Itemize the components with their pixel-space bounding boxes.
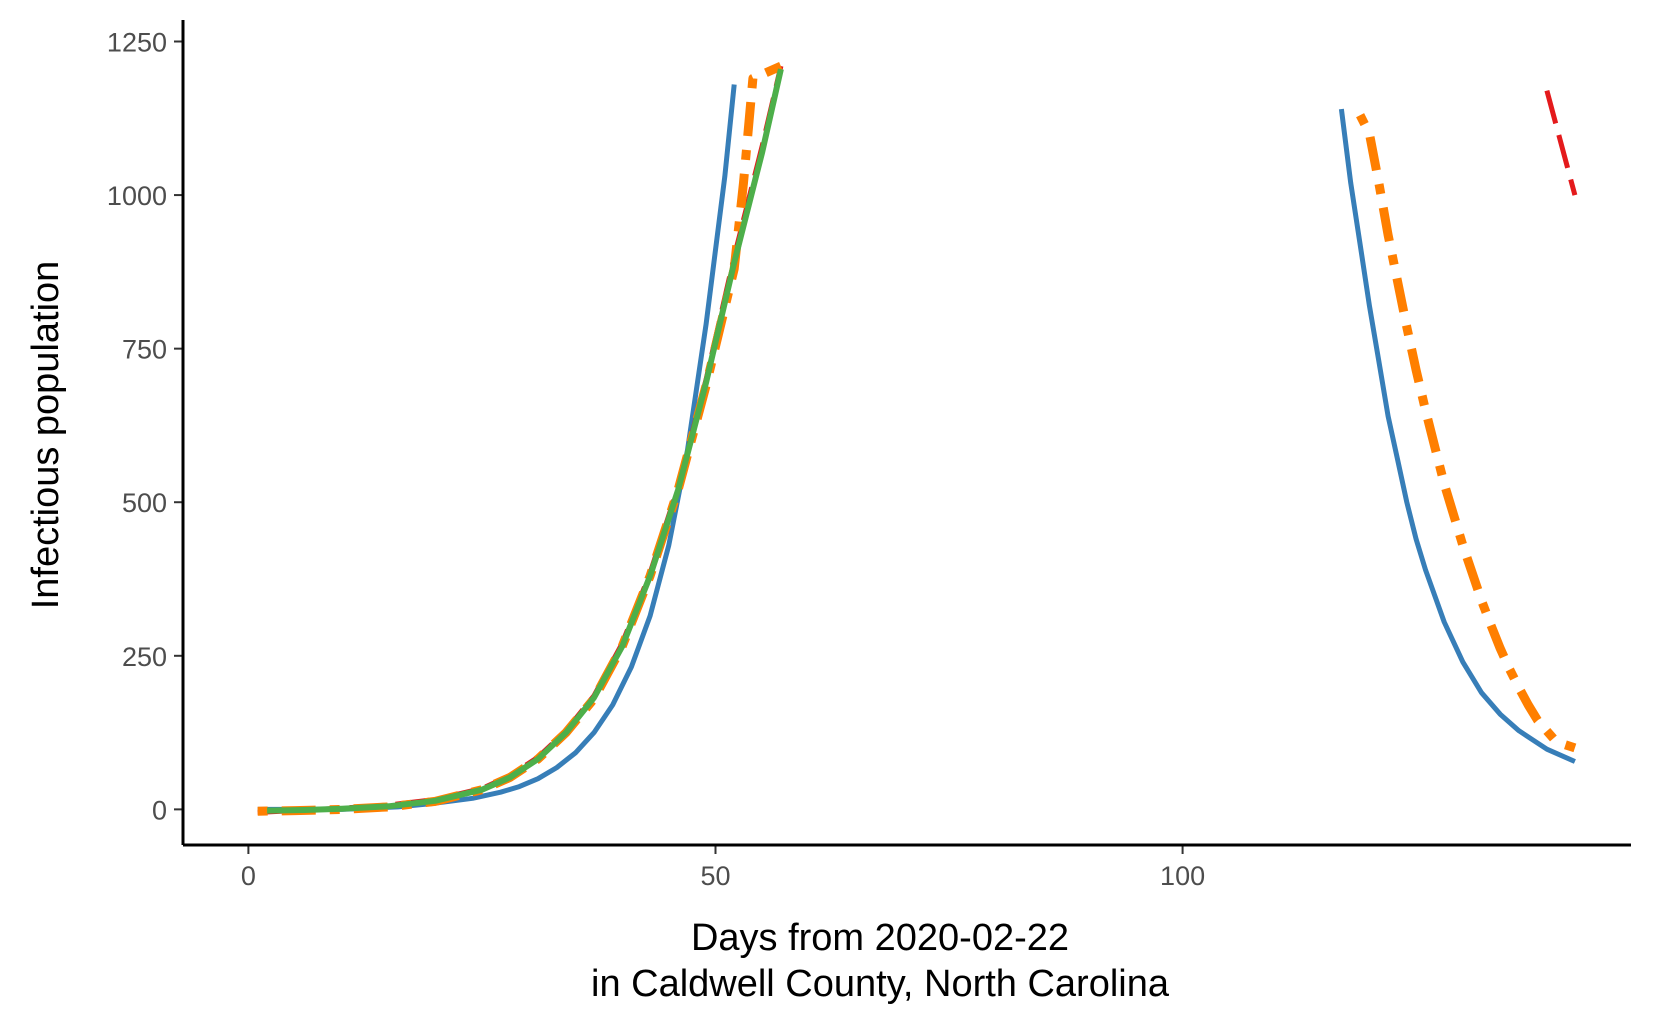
x-tick-label: 100 xyxy=(1160,861,1205,891)
y-tick-label: 750 xyxy=(122,335,167,365)
series-3-line-segment-1 xyxy=(257,61,783,816)
y-axis-title: Infectious population xyxy=(25,261,67,610)
series-1-line-segment-2 xyxy=(1338,108,1576,764)
x-tick-label: 0 xyxy=(241,861,256,891)
series-1-line-segment-1 xyxy=(257,84,737,812)
plot-area xyxy=(257,61,1578,816)
y-tick-label: 250 xyxy=(122,642,167,672)
x-axis-title-line-1: Days from 2020-02-22 xyxy=(691,917,1069,959)
series-4-line-segment-1 xyxy=(267,68,784,814)
y-tick-label: 0 xyxy=(152,795,167,825)
x-tick-label: 50 xyxy=(700,861,730,891)
series-2-line-segment-2 xyxy=(1544,89,1578,196)
x-axis-title-line-2: in Caldwell County, North Carolina xyxy=(591,963,1170,1005)
x-axis-ticks: 0 50 100 xyxy=(241,845,1205,891)
y-tick-label: 1250 xyxy=(107,28,167,58)
series-3-line-segment-2 xyxy=(1356,113,1577,753)
y-tick-label: 1000 xyxy=(107,181,167,211)
y-tick-label: 500 xyxy=(122,488,167,518)
y-axis-ticks: 0 250 500 750 1000 1250 xyxy=(107,28,183,825)
series-2-line-segment-1 xyxy=(257,65,784,815)
